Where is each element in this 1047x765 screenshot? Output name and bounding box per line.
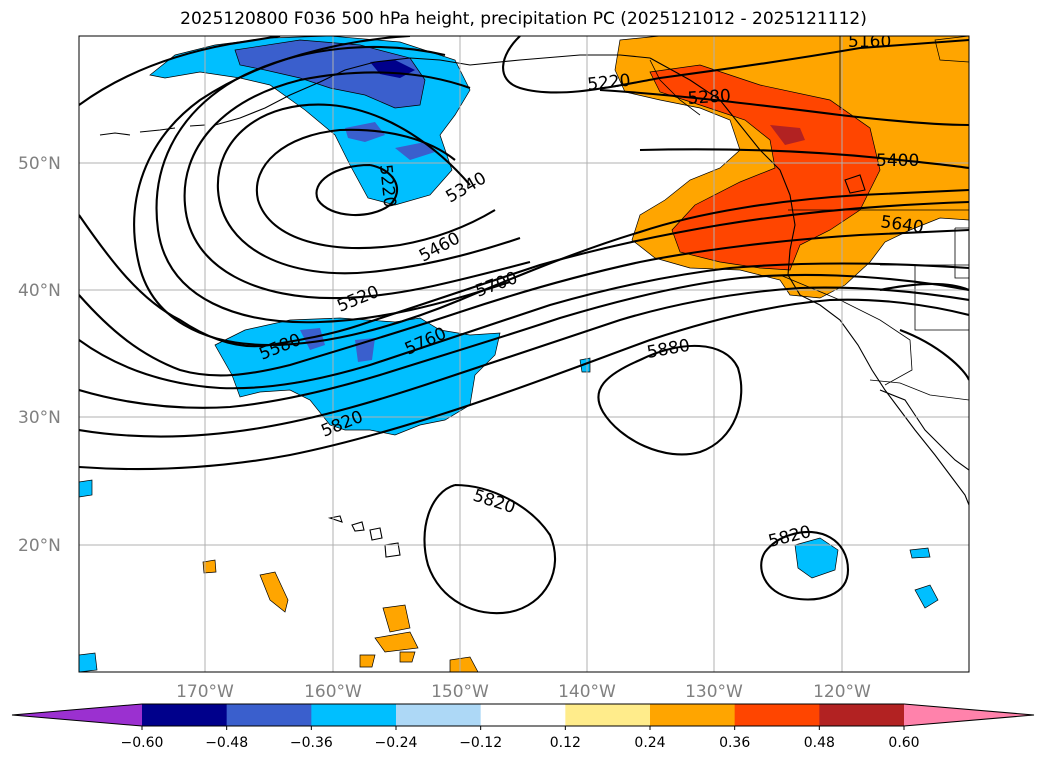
contour-5820-south: [79, 298, 969, 471]
colorbar-segment: [142, 704, 228, 726]
alaska-canada-border: [649, 59, 701, 116]
contour-5640: [79, 228, 969, 377]
contour-label: 5220: [375, 163, 399, 208]
colorbar-tick-label: −0.48: [205, 735, 248, 751]
contour-5880-high: [597, 344, 743, 456]
lat-label-20n: 20°N: [18, 536, 61, 556]
lon-label-130w: 130°W: [685, 682, 743, 702]
contour-label: 5280: [687, 86, 732, 109]
colorbar-segment: [480, 704, 566, 726]
colorbar-segment: [734, 704, 820, 726]
alaska-coast: [214, 54, 651, 126]
contour-5820-north: [79, 286, 969, 438]
colorbar-segment: [396, 704, 482, 726]
contour-ne-3: [639, 148, 969, 170]
contour-ne-2: [599, 88, 969, 127]
colorbar-tick-label: −0.60: [121, 735, 164, 751]
lon-label-150w: 150°W: [431, 682, 489, 702]
darkblue-region-gulf-alaska: [234, 39, 426, 109]
lon-label-160w: 160°W: [304, 682, 362, 702]
colorbar-tick-label: −0.36: [290, 735, 333, 751]
north-america-west-coast: [649, 57, 969, 506]
contour-5700: [79, 262, 969, 390]
coastlines: [99, 54, 969, 558]
lat-label-40n: 40°N: [18, 281, 61, 301]
lat-label-30n: 30°N: [18, 408, 61, 428]
colorbar-segment: [565, 704, 651, 726]
colorbar-tick-label: −0.24: [375, 735, 418, 751]
colorbar-tick-label: 0.36: [719, 735, 750, 751]
contour-5280-low: [255, 128, 496, 250]
contour-5580: [79, 200, 969, 348]
longitude-labels: 170°W 160°W 150°W 140°W 130°W 120°W: [176, 682, 871, 702]
lon-label-140w: 140°W: [558, 682, 616, 702]
contour-label: 5220: [586, 71, 631, 95]
colorbar-tick-label: −0.12: [459, 735, 502, 751]
colorbar-tick-label: 0.48: [804, 735, 835, 751]
us-mexico-border: [869, 379, 969, 401]
colorbar-extend-low: [12, 704, 142, 726]
contour-5820-high-1: [423, 483, 556, 615]
contour-5220-low: [315, 163, 399, 216]
contour-5400-arc: [183, 71, 531, 300]
latitude-labels: 50°N 40°N 30°N 20°N: [18, 154, 61, 556]
colorbar-tick-label: 0.12: [550, 735, 581, 751]
lon-label-170w: 170°W: [176, 682, 234, 702]
colorbar-tick-label: 0.60: [888, 735, 919, 751]
contour-5760: [79, 273, 969, 409]
contour-5340: [216, 103, 521, 275]
contour-se-coast-2: [879, 282, 969, 292]
map-frame: [78, 35, 970, 673]
contour-se-coast: [899, 329, 969, 381]
contour-label: 5400: [876, 151, 919, 171]
gridlines: [79, 36, 969, 672]
colorbar-segment: [311, 704, 397, 726]
map-plot-area: 5160 5220 5280 5220 5340 5400 5460 5520 …: [79, 32, 969, 672]
colorbar-segment: [226, 704, 312, 726]
colorbar-tick-label: 0.24: [634, 735, 665, 751]
red-region-pacific-northwest: [649, 64, 881, 271]
map-title: 2025120800 F036 500 hPa height, precipit…: [180, 9, 867, 29]
colorbar-extend-high: [904, 704, 1034, 726]
baja-california-coast: [879, 389, 969, 471]
positive-precip-shading: [202, 36, 969, 672]
contour-5820-high-2: [760, 530, 850, 601]
lat-label-50n: 50°N: [18, 154, 61, 174]
colorbar-segment: [819, 704, 905, 726]
colorbar: −0.60 −0.48 −0.36 −0.24 −0.12 0.12 0.24 0.36 0.4…: [11, 703, 1035, 751]
contour-western-arc: [79, 36, 281, 106]
political-boundaries: [649, 36, 969, 401]
blue-region-subtropical: [214, 317, 501, 436]
contour-ne-1: [502, 36, 969, 94]
lon-label-120w: 120°W: [813, 682, 871, 702]
height-contours: [79, 36, 969, 615]
contour-label: 5160: [848, 32, 891, 52]
colorbar-segment: [650, 704, 736, 726]
